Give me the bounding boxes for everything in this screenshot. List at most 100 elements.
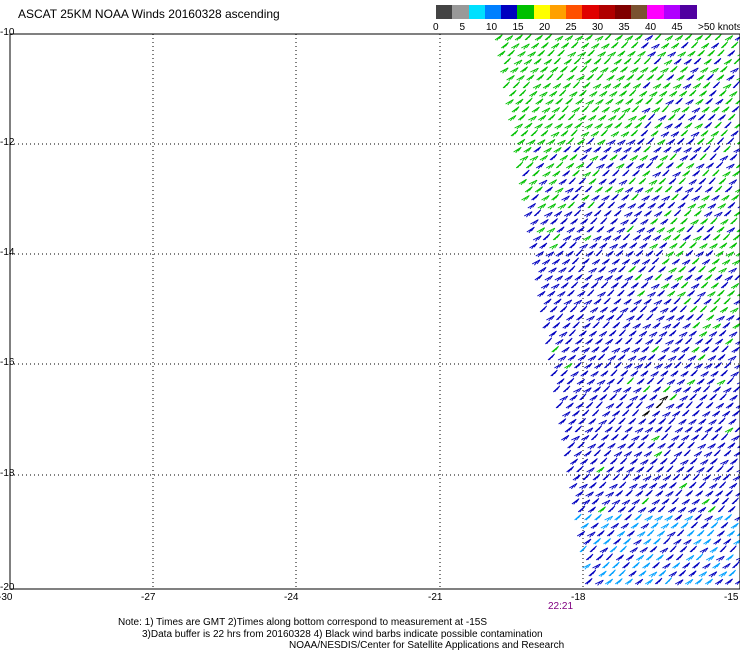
lat-tick-label: -14: [0, 247, 14, 258]
wind-barb: [631, 42, 638, 48]
wind-barb: [636, 250, 643, 256]
wind-barb: [589, 570, 596, 576]
wind-barb: [664, 147, 672, 153]
wind-barb: [643, 386, 650, 392]
lat-tick-label: -16: [0, 357, 14, 368]
wind-barb: [564, 300, 572, 305]
wind-barb: [727, 228, 735, 233]
wind-barb: [640, 306, 647, 312]
wind-barb: [592, 347, 599, 353]
wind-barb: [693, 562, 700, 568]
wind-barb: [580, 459, 588, 465]
wind-barb: [612, 411, 619, 417]
wind-barb: [599, 179, 607, 185]
wind-barb: [695, 339, 702, 345]
wind-barb: [579, 266, 585, 272]
wind-barb: [621, 282, 628, 288]
wind-barb: [675, 339, 682, 345]
note-line-2: 3)Data buffer is 22 hrs from 20160328 4)…: [142, 629, 543, 640]
wind-barb: [730, 546, 736, 552]
wind-barb: [713, 170, 720, 176]
wind-barb: [630, 156, 638, 162]
wind-barb: [573, 82, 579, 88]
wind-barb: [650, 67, 657, 73]
wind-barb: [734, 299, 740, 305]
wind-barb: [669, 268, 677, 273]
wind-barb: [648, 354, 655, 360]
wind-barb: [557, 379, 564, 385]
wind-barb: [711, 371, 719, 377]
wind-barb: [616, 402, 623, 408]
wind-barb: [530, 156, 538, 161]
wind-barb: [691, 132, 699, 137]
wind-barb: [605, 34, 611, 40]
wind-barb: [735, 274, 740, 280]
wind-barb: [549, 180, 557, 186]
wind-barb: [633, 170, 640, 176]
wind-barb: [710, 459, 717, 465]
wind-barb: [660, 548, 668, 553]
wind-barb: [599, 482, 606, 488]
wind-barb: [669, 178, 676, 184]
wind-barb: [666, 404, 674, 409]
wind-barb: [716, 162, 723, 168]
wind-barb: [593, 564, 601, 569]
wind-barb: [503, 82, 510, 88]
wind-barb: [646, 490, 653, 496]
wind-barb: [596, 492, 604, 497]
wind-barb: [552, 108, 560, 114]
wind-barb: [693, 322, 700, 328]
wind-barb: [655, 516, 663, 521]
wind-barb: [569, 330, 575, 336]
wind-barb: [590, 459, 597, 465]
wind-barb: [618, 444, 626, 449]
wind-barb: [655, 123, 662, 129]
wind-barb: [604, 58, 610, 64]
wind-barb: [677, 380, 685, 386]
wind-barb: [658, 52, 666, 57]
wind-barb: [570, 242, 577, 248]
wind-barb: [716, 403, 724, 409]
wind-barb: [610, 67, 618, 73]
wind-barb: [673, 172, 681, 177]
wind-barb: [570, 155, 577, 161]
wind-barb: [574, 210, 581, 216]
wind-barb: [720, 156, 728, 161]
wind-barb: [561, 283, 568, 289]
wind-barb: [737, 468, 740, 473]
wind-barb: [572, 194, 579, 200]
wind-barb: [627, 226, 634, 232]
wind-barb: [710, 244, 718, 249]
wind-barb: [705, 122, 712, 128]
wind-barb: [559, 332, 567, 337]
wind-barb: [563, 83, 571, 89]
wind-barb: [615, 338, 622, 344]
wind-barb: [694, 364, 702, 369]
wind-barb: [680, 156, 688, 161]
wind-barb: [626, 99, 633, 105]
wind-barb: [547, 291, 555, 297]
wind-barb: [577, 531, 585, 537]
wind-barb: [615, 188, 623, 193]
wind-barb: [579, 418, 586, 424]
wind-barb: [626, 162, 633, 168]
wind-barb: [621, 434, 628, 440]
wind-barb: [543, 234, 550, 240]
wind-barb: [570, 306, 577, 312]
wind-barb: [703, 475, 711, 481]
wind-barb: [708, 356, 716, 362]
wind-barb: [578, 116, 586, 121]
wind-barb: [593, 236, 601, 241]
wind-barb: [591, 371, 599, 377]
wind-barb: [687, 530, 694, 536]
wind-barb: [676, 163, 683, 169]
wind-barb: [609, 268, 617, 273]
wind-barb: [620, 67, 627, 73]
wind-barb: [731, 436, 739, 441]
wind-barb: [724, 146, 731, 152]
wind-barb: [635, 338, 642, 344]
wind-barb: [727, 75, 735, 81]
wind-barb: [737, 76, 740, 81]
wind-barb: [639, 484, 647, 489]
